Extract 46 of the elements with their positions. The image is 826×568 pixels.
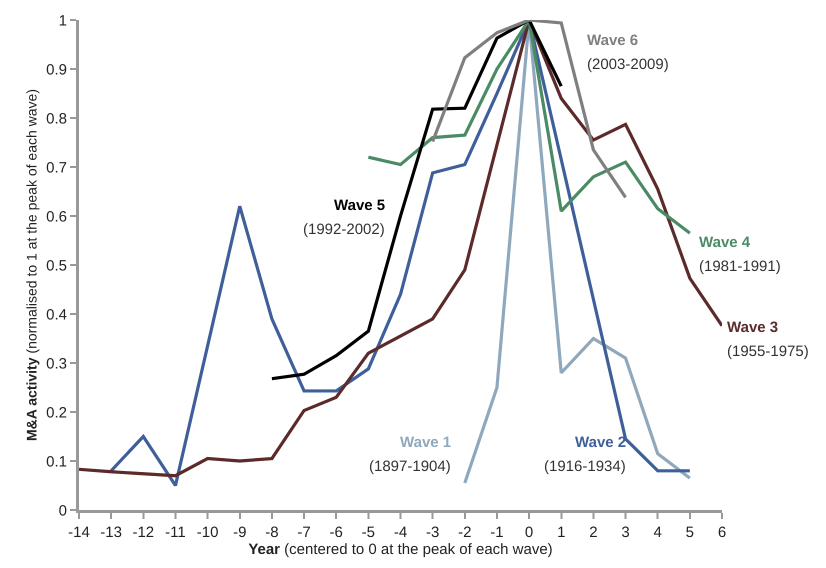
x-tick-label: 4 (654, 524, 662, 541)
x-tick-label: 2 (589, 524, 598, 541)
x-tick-label: 6 (718, 524, 726, 541)
x-tick-label: 3 (621, 524, 630, 541)
x-axis-title: Year (centered to 0 at the peak of each wave) (248, 541, 553, 558)
y-tick-label: 0.1 (46, 453, 67, 470)
x-tick-label: -1 (490, 524, 504, 541)
y-tick-label: 0.7 (46, 159, 67, 176)
series-label: Wave 1 (400, 434, 452, 451)
line-series (270, 20, 563, 380)
x-tick-label: -2 (458, 524, 472, 541)
series-label: Wave 4 (699, 234, 751, 251)
x-tick-label: -11 (165, 524, 186, 541)
x-tick-label: 5 (686, 524, 694, 541)
text: (1955-1975) (727, 343, 809, 360)
y-tick-label: 0.6 (46, 208, 67, 226)
annotation: (1992-2002) (303, 221, 385, 238)
x-tick-label: -3 (426, 524, 440, 541)
x-tick-label: -6 (330, 524, 343, 541)
y-tick-label: 0.2 (46, 404, 67, 422)
x-tick-label: -5 (362, 524, 376, 541)
x-tick-label: -8 (265, 524, 279, 541)
x-tick-label: -13 (100, 524, 122, 541)
annotation: (1916-1934) (544, 458, 626, 475)
annotation: (1897-1904) (369, 458, 451, 475)
series-label: Wave 5 (334, 197, 386, 214)
x-tick-label: -14 (68, 524, 90, 541)
y-tick-label: 0.5 (46, 257, 67, 274)
x-tick-label: -10 (196, 524, 218, 541)
y-tick-label: 0.3 (46, 355, 67, 372)
series-label: Wave 6 (587, 32, 638, 49)
annotation: (1981-1991) (699, 258, 781, 275)
y-tick-label: 0.8 (46, 110, 67, 128)
x-tick-label: -7 (297, 524, 311, 541)
x-tick-label: 1 (557, 524, 566, 541)
x-tick-label: -12 (132, 524, 154, 541)
y-axis-title: M&A activity (normalised to 1 at the peak of each wave) (24, 89, 40, 441)
y-tick-label: 0.9 (46, 61, 67, 78)
x-tick-label: -4 (394, 524, 408, 541)
y-tick-label: 1 (58, 12, 67, 30)
series-label: Wave 3 (727, 319, 778, 336)
y-tick-label: 0.4 (46, 306, 67, 324)
y-tick-label: 0 (58, 502, 67, 520)
x-tick-label: -9 (233, 524, 246, 541)
annotation: (2003-2009) (587, 56, 669, 73)
x-tick-label: 0 (524, 524, 534, 541)
